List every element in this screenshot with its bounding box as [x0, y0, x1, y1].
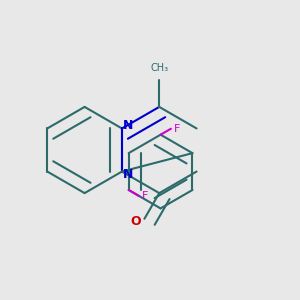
Text: N: N [123, 119, 133, 132]
Text: F: F [142, 191, 148, 201]
Text: F: F [174, 124, 180, 134]
Text: O: O [130, 215, 141, 228]
Text: N: N [123, 168, 133, 181]
Text: CH₃: CH₃ [150, 63, 168, 73]
